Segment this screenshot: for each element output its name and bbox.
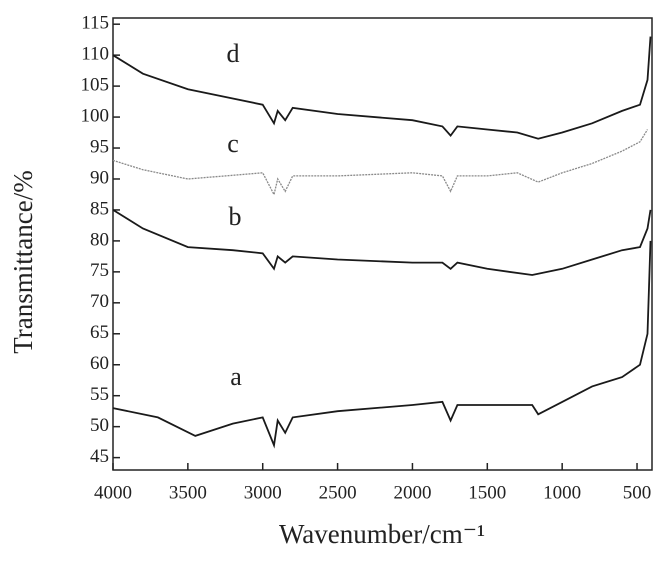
x-tick-label: 500 (623, 482, 652, 503)
x-tick-label: 1000 (543, 482, 581, 503)
y-tick-label: 110 (81, 44, 109, 65)
line (112, 209, 652, 276)
x-tick-label: 3000 (244, 482, 282, 503)
y-tick-label: 105 (81, 74, 110, 95)
line (112, 240, 652, 449)
series-label: b (229, 202, 242, 231)
series-label: c (227, 129, 239, 158)
plot-frame (112, 17, 653, 471)
y-tick-label: 90 (90, 167, 109, 188)
y-tick-label: 100 (81, 105, 110, 126)
y-axis-label: Transmittance/% (8, 170, 38, 353)
x-tick-label: 4000 (94, 482, 132, 503)
line (112, 36, 652, 140)
line (112, 129, 649, 197)
y-tick-label: 70 (90, 291, 109, 312)
series-label: a (230, 362, 242, 391)
series-label: d (227, 39, 240, 68)
y-tick-label: 80 (90, 229, 109, 250)
x-tick-label: 1500 (468, 482, 506, 503)
y-tick-label: 115 (81, 13, 109, 34)
y-tick-label: 55 (90, 384, 109, 405)
y-tick-label: 65 (90, 322, 109, 343)
x-tick-label: 3500 (169, 482, 207, 503)
x-tick-label: 2000 (393, 482, 431, 503)
y-tick-label: 85 (90, 198, 109, 219)
y-tick-label: 45 (90, 446, 109, 467)
y-tick-label: 95 (90, 136, 109, 157)
y-tick-label: 75 (90, 260, 109, 281)
y-tick-label: 50 (90, 415, 109, 436)
x-axis-label: Wavenumber/cm⁻¹ (279, 519, 485, 549)
x-tick-label: 2500 (319, 482, 357, 503)
y-tick-label: 60 (90, 353, 109, 374)
